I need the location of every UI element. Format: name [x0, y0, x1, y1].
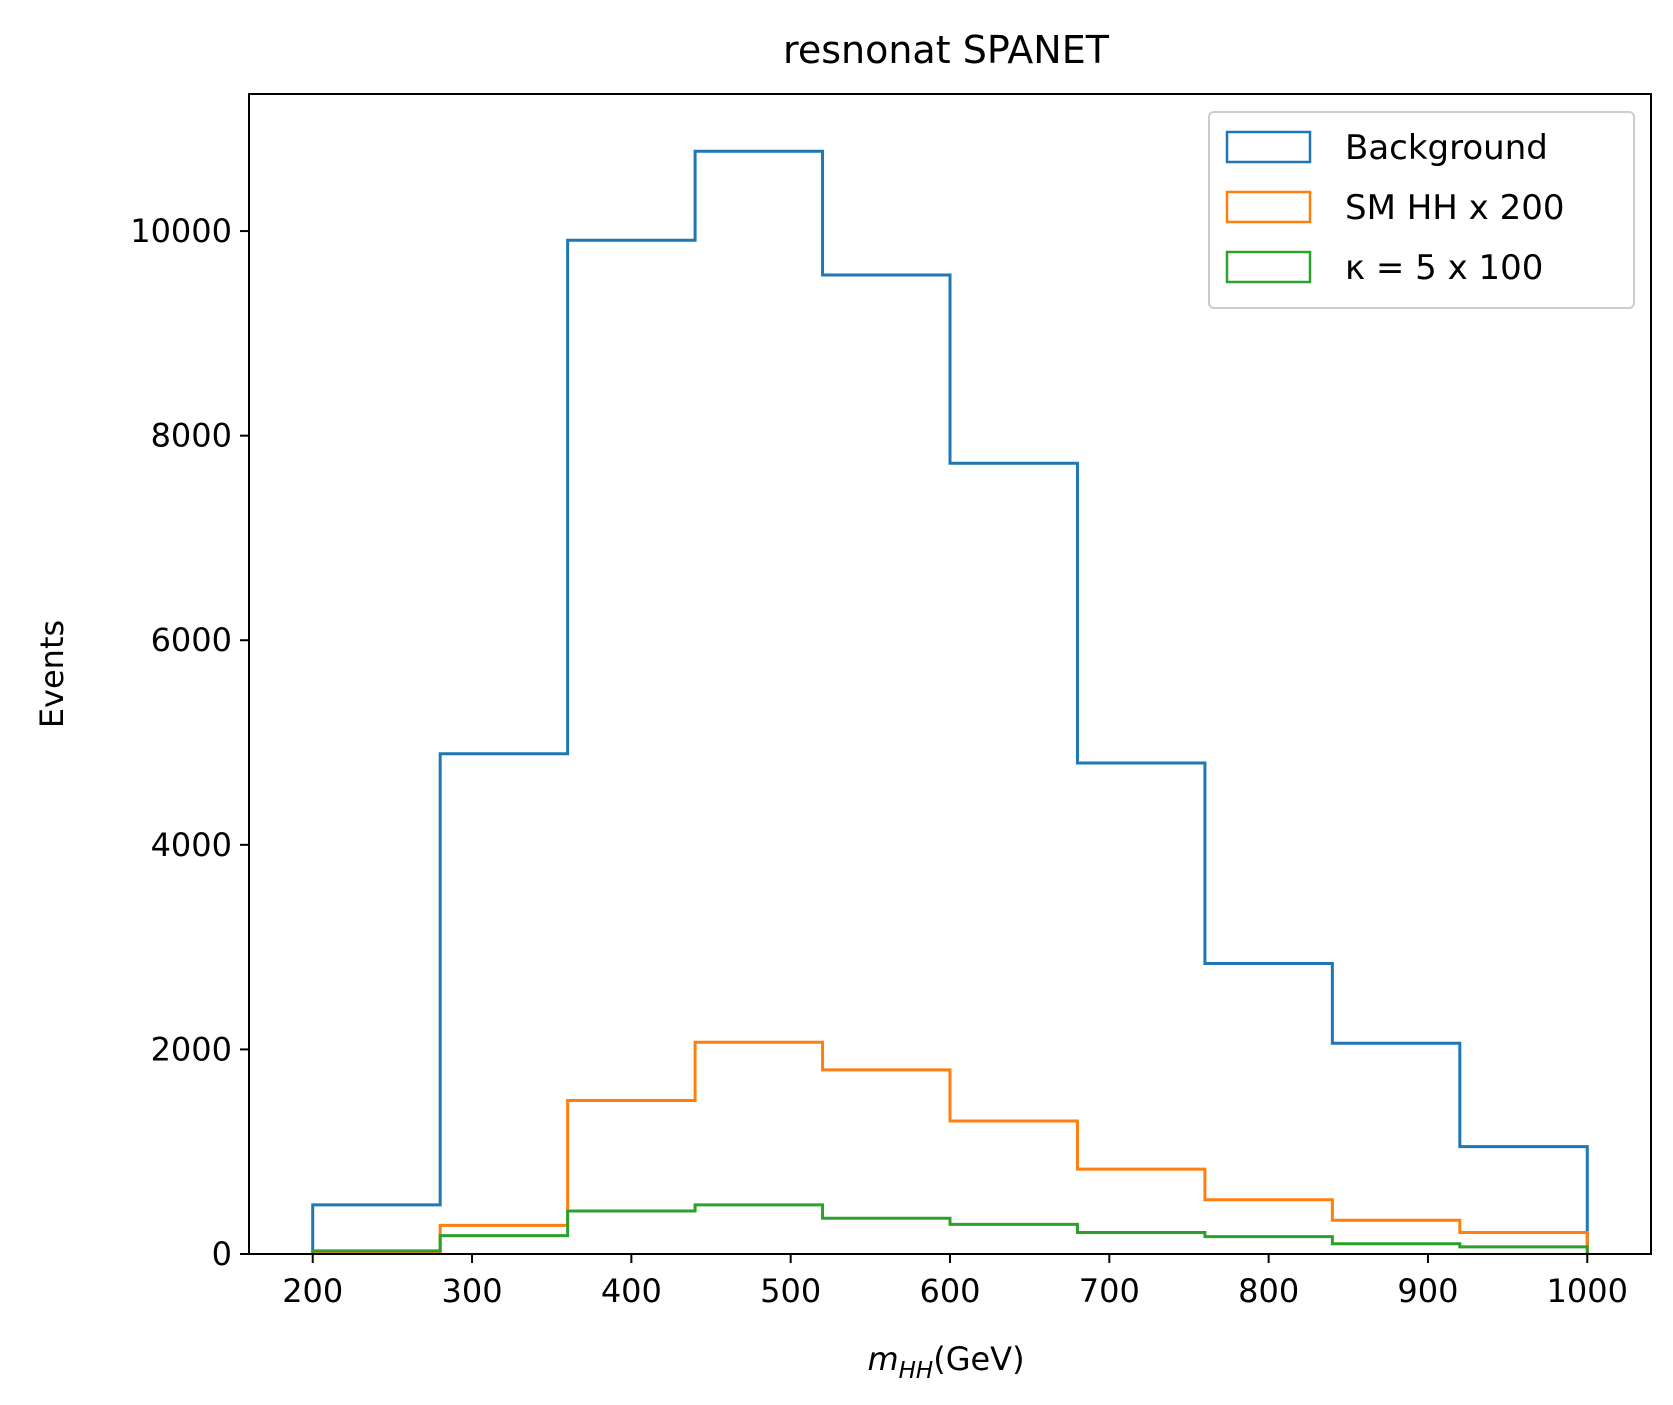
- legend-label-2: κ = 5 x 100: [1345, 248, 1543, 288]
- x-tick-label: 400: [601, 1272, 662, 1310]
- y-axis-ticks: 0 2000 4000 6000 8000 10000: [130, 212, 249, 1273]
- x-tick-label: 1000: [1547, 1272, 1628, 1310]
- x-axis-label: mHH(GeV): [867, 1340, 1024, 1384]
- y-tick-label: 6000: [151, 621, 232, 659]
- x-tick-label: 700: [1079, 1272, 1140, 1310]
- y-tick-label: 0: [212, 1235, 232, 1273]
- x-axis-ticks: 200 300 400 500 600 700 800 900 1000: [282, 1254, 1628, 1310]
- chart-title: resnonat SPANET: [783, 28, 1110, 72]
- x-tick-label: 600: [919, 1272, 980, 1310]
- y-tick-label: 10000: [130, 212, 232, 250]
- x-tick-label: 900: [1397, 1272, 1458, 1310]
- x-tick-label: 300: [442, 1272, 503, 1310]
- legend-swatch-0: [1225, 130, 1312, 164]
- legend-swatch-2: [1225, 250, 1312, 284]
- x-axis-label-main: m: [867, 1340, 898, 1378]
- histogram-series-2: [311, 1203, 1589, 1254]
- y-axis-label: Events: [33, 620, 71, 728]
- legend-swatch-1: [1225, 190, 1312, 224]
- histogram-series-1: [311, 1040, 1589, 1255]
- legend: Background SM HH x 200 κ = 5 x 100: [1208, 111, 1635, 309]
- x-tick-label: 500: [760, 1272, 821, 1310]
- legend-frame: [1208, 111, 1635, 309]
- histogram-series-group: [311, 149, 1589, 1255]
- y-tick-label: 2000: [151, 1030, 232, 1068]
- x-axis-label-unit: (GeV): [933, 1340, 1024, 1378]
- x-tick-label: 800: [1238, 1272, 1299, 1310]
- legend-label-0: Background: [1345, 128, 1548, 168]
- x-tick-label: 200: [282, 1272, 343, 1310]
- y-tick-label: 8000: [151, 417, 232, 455]
- x-axis-label-subscript: HH: [899, 1358, 934, 1384]
- y-tick-label: 4000: [151, 826, 232, 864]
- histogram-series-0: [311, 149, 1589, 1254]
- legend-label-1: SM HH x 200: [1345, 188, 1565, 228]
